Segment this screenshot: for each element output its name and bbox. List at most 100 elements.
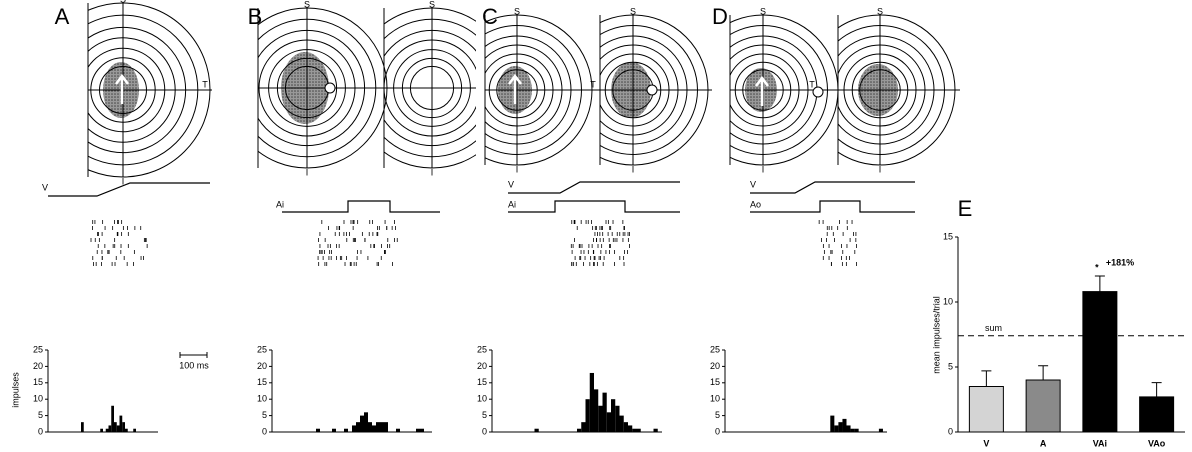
stimulus-label: Ai (508, 199, 516, 209)
y-tick-label: 25 (257, 344, 267, 354)
panel-label: E (958, 196, 973, 221)
x-tick-label: V (983, 438, 989, 448)
rf-label: S (760, 6, 766, 16)
visual-stimulus (508, 73, 522, 104)
scale-bar-label: 100 ms (179, 360, 209, 370)
rf-label: S (877, 6, 883, 16)
error-bar (981, 370, 992, 387)
histogram-bar (606, 412, 611, 432)
y-tick-label: 5 (38, 410, 43, 420)
histogram-bar (846, 425, 851, 432)
error-bar (1038, 365, 1049, 380)
y-axis-label: mean impulses/trial (931, 296, 941, 374)
y-tick-label: 25 (33, 344, 43, 354)
y-tick-label: 5 (715, 410, 720, 420)
receptive-field (258, 7, 388, 169)
y-tick-label: 10 (943, 296, 953, 306)
significance-marker: * (1095, 262, 1099, 272)
histogram-bar (598, 405, 603, 432)
histogram-bar (594, 389, 599, 432)
stimulus-label: Ai (276, 199, 284, 209)
histogram-bar (368, 422, 372, 432)
y-tick-label: 20 (257, 361, 267, 371)
histogram-bar (619, 415, 624, 432)
rf-label: T (809, 79, 815, 89)
rf-label: S (514, 6, 520, 16)
panel-label: B (248, 4, 263, 29)
receptive-field (384, 7, 476, 169)
histogram-bar (534, 428, 539, 432)
panel-label: A (55, 4, 70, 29)
stimulus-trace (48, 182, 210, 197)
scale-bar (179, 352, 208, 358)
x-tick-label: A (1040, 438, 1047, 448)
y-tick-label: 0 (262, 426, 267, 436)
histogram-bar (125, 428, 128, 432)
histogram-bar (838, 422, 843, 432)
panel-label: C (482, 4, 498, 29)
rf-label: I (879, 164, 882, 174)
y-tick-label: 20 (477, 361, 487, 371)
y-tick-label: 5 (482, 410, 487, 420)
histogram-bar (352, 425, 356, 432)
histogram-bar (372, 425, 376, 432)
error-bar (1094, 275, 1105, 292)
rf-label: S (630, 6, 636, 16)
histogram-bar (830, 415, 835, 432)
y-tick-label: 20 (33, 361, 43, 371)
stimulus-trace (508, 200, 680, 213)
histogram-bar (119, 415, 123, 432)
histogram-bar (384, 422, 388, 432)
y-tick-label: 5 (262, 410, 267, 420)
y-tick-label: 15 (477, 377, 487, 387)
panel-label: D (712, 4, 728, 29)
histogram-bar (396, 428, 400, 432)
reference-label: sum (985, 323, 1002, 333)
histogram-bar (332, 428, 336, 432)
x-tick-label: VAo (1148, 438, 1166, 448)
stimulus-label: V (508, 179, 514, 189)
rf-label: S (120, 0, 126, 4)
histogram-bar (344, 428, 348, 432)
histogram-bar (105, 428, 109, 432)
receptive-field (88, 2, 212, 178)
bar (1082, 291, 1118, 433)
histogram-bar (615, 405, 620, 432)
rf-label: I (122, 176, 125, 186)
bar (1025, 379, 1061, 433)
y-tick-label: 15 (943, 231, 953, 241)
histogram-bar (364, 412, 368, 432)
sound-source (646, 84, 658, 96)
y-axis-label: impulses (10, 372, 20, 408)
y-tick-label: 5 (948, 361, 953, 371)
stimulus-trace (282, 200, 440, 213)
y-tick-label: 0 (715, 426, 720, 436)
stimulus-trace (508, 181, 680, 194)
receptive-field (485, 14, 600, 166)
histogram-bar (360, 415, 364, 432)
histogram-bar (420, 428, 424, 432)
histogram-bar (356, 422, 360, 432)
histogram-bar (577, 428, 582, 432)
stimulus-label: V (42, 182, 48, 192)
histogram-bar (108, 425, 112, 432)
histogram-bar (878, 428, 883, 432)
histogram-bar (632, 428, 637, 432)
y-tick-label: 25 (710, 344, 720, 354)
rf-label: I (632, 164, 635, 174)
bar (1139, 396, 1175, 433)
stimulus-label: Ao (750, 199, 761, 209)
annotation: +181% (1106, 257, 1134, 267)
histogram-bar (628, 425, 633, 432)
error-bar (1151, 382, 1162, 397)
y-tick-label: 0 (948, 426, 953, 436)
histogram-bar (623, 422, 628, 432)
histogram-bar (636, 428, 641, 432)
visual-stimulus (115, 73, 129, 104)
histogram-bar (100, 428, 103, 432)
y-tick-label: 10 (710, 394, 720, 404)
histogram-bar (602, 392, 607, 432)
stimulus-trace (750, 200, 915, 213)
histogram-bar (416, 428, 420, 432)
